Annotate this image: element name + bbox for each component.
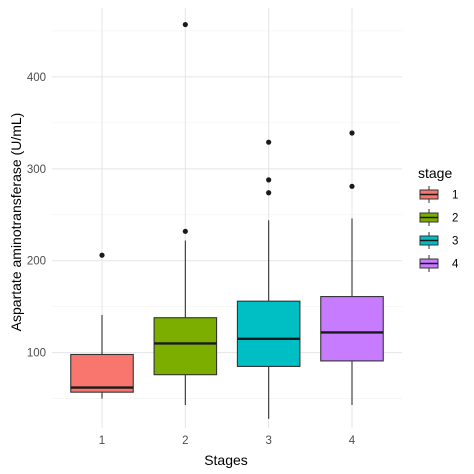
box-stage-4: [320, 130, 384, 406]
y-tick-labels: 100 200 300 400: [27, 72, 46, 360]
outlier-point: [182, 228, 188, 234]
outlier-point: [182, 21, 188, 28]
box-body: [236, 300, 301, 367]
y-axis-label: Aspartate aminotransferase (U/mL): [8, 113, 24, 332]
legend-label: 2: [452, 213, 458, 225]
legend: stage 1 2 3 4: [418, 165, 459, 272]
outlier-point: [349, 130, 355, 136]
x-tick-labels: 1 2 3 4: [99, 435, 356, 447]
x-axis-label: Stages: [204, 452, 248, 468]
outlier-point: [349, 183, 355, 189]
legend-title: stage: [418, 165, 452, 181]
outlier-point: [99, 252, 105, 258]
outlier-point: [266, 190, 272, 196]
legend-label: 4: [452, 259, 459, 271]
box-stage-1: [70, 252, 134, 399]
boxes: [70, 21, 384, 419]
box-body: [320, 296, 384, 362]
box-stage-2: [153, 21, 218, 406]
box-body: [153, 317, 218, 376]
x-tick-label: 3: [265, 435, 271, 447]
legend-label: 3: [452, 236, 458, 248]
y-tick-label: 200: [27, 256, 46, 268]
x-tick-label: 1: [99, 435, 105, 447]
legend-item-1: 1: [419, 186, 458, 203]
y-tick-label: 400: [27, 72, 46, 84]
legend-item-2: 2: [419, 209, 458, 226]
box-stage-3: [236, 139, 301, 419]
outlier-point: [266, 139, 272, 145]
legend-item-4: 4: [419, 255, 459, 272]
outlier-point: [266, 177, 272, 183]
y-tick-label: 100: [27, 348, 46, 360]
y-tick-label: 300: [27, 164, 46, 176]
x-tick-label: 4: [349, 435, 356, 447]
legend-label: 1: [452, 190, 458, 202]
legend-item-3: 3: [419, 232, 458, 249]
box-body: [70, 353, 134, 393]
x-tick-label: 2: [182, 435, 188, 447]
